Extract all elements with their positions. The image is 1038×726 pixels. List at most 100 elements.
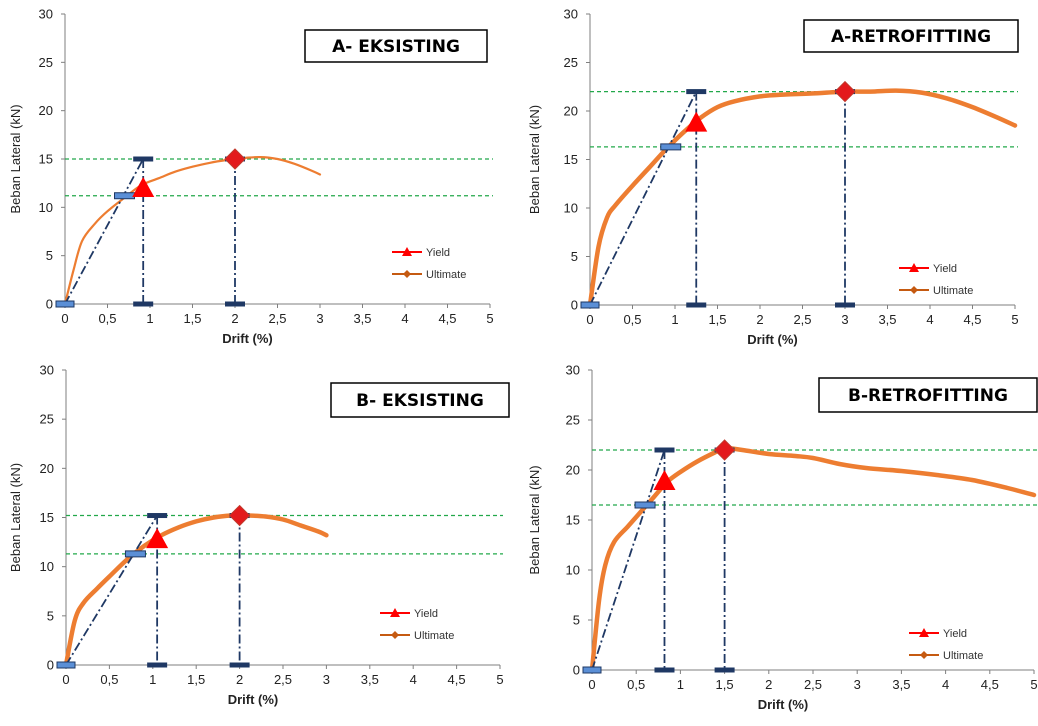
yield-point <box>653 470 676 490</box>
legend-ultimate-label: Ultimate <box>943 650 983 662</box>
x-tick-label: 5 <box>496 672 503 687</box>
chart-svg-b-retrofitting: 0 5 10 15 20 25 30 0 0,5 1 1,5 2 2,5 3 3,5 4 4,5 5 Drift (… <box>527 363 1038 712</box>
x-tick-label: 4 <box>410 672 417 687</box>
capacity-curve <box>587 88 1018 308</box>
chart-svg-b-eksisting: 0 5 10 15 20 25 30 0 0,5 1 1,5 2 2,5 3 3,5 4 4,5 5 Drift (… <box>8 363 510 707</box>
marker-cap-bottom <box>147 662 168 668</box>
x-tick-label: 5 <box>486 311 493 326</box>
y-tick-label: 25 <box>40 412 54 427</box>
legend-yield-marker <box>919 628 929 637</box>
x-tick-label: 2,5 <box>268 311 286 326</box>
chart-panel-a-retrofitting: 0 5 10 15 20 25 30 0 0,5 1 1,5 2 2,5 3 3,5 4 4,5 5 Drift (… <box>519 0 1038 363</box>
y-axis-title: Beban Lateral (kN) <box>8 463 23 572</box>
x-tick-label: 3,5 <box>892 677 910 692</box>
yield-point <box>146 528 169 549</box>
marker-cap-bottom <box>686 302 707 308</box>
panel-title-box <box>304 29 488 63</box>
chart-panel-a-eksisting: 0 5 10 15 20 25 30 0 0,5 1 1,5 2 2,5 3 3,5 4 4,5 5 Drift (… <box>0 0 519 363</box>
y-tick-label: 25 <box>564 55 578 70</box>
y-tick-label: 5 <box>571 249 578 264</box>
y-tick-label: 0 <box>46 297 53 312</box>
y-tick-label: 5 <box>573 613 580 628</box>
legend-yield-label: Yield <box>426 247 450 259</box>
x-tick-label: 5 <box>1030 677 1037 692</box>
chart-panel-b-retrofitting: 0 5 10 15 20 25 30 0 0,5 1 1,5 2 2,5 3 3,5 4 4,5 5 Drift (… <box>519 363 1038 726</box>
x-tick-label: 1 <box>149 672 156 687</box>
origin-mark <box>582 666 602 674</box>
y-tick-label: 30 <box>39 7 53 22</box>
x-tick-label: 1,5 <box>716 677 734 692</box>
x-axis-title: Drift (%) <box>222 331 273 346</box>
x-tick-label: 2,5 <box>804 677 822 692</box>
x-tick-label: 1 <box>671 312 678 327</box>
ultimate-point <box>228 504 251 527</box>
y-tick-label: 10 <box>40 559 54 574</box>
panel-title: A-RETROFITTING <box>831 27 991 47</box>
marker-cap-bottom <box>229 662 250 668</box>
x-tick-label: 4,5 <box>963 312 981 327</box>
x-tick-label: 4 <box>942 677 949 692</box>
x-tick-label: 4,5 <box>448 672 466 687</box>
panel-title: B-RETROFITTING <box>848 386 1008 406</box>
ultimate-point <box>834 80 856 103</box>
marker-cap-top <box>133 156 154 162</box>
marker-cap-top <box>147 513 168 519</box>
y-tick-label: 0 <box>47 658 54 673</box>
legend-yield-marker <box>909 263 919 272</box>
legend-ultimate-marker <box>391 631 399 639</box>
legend-yield-marker <box>402 247 412 256</box>
legend-yield-label: Yield <box>414 608 438 620</box>
x-tick-label: 2,5 <box>274 672 292 687</box>
legend-ultimate-marker <box>910 286 918 294</box>
marker-cap-bottom <box>225 301 245 307</box>
y-tick-label: 30 <box>40 363 54 378</box>
origin-mark <box>580 301 600 309</box>
x-tick-label: 2 <box>236 672 243 687</box>
x-axis-title: Drift (%) <box>228 692 279 707</box>
chart-svg-a-retrofitting: 0 5 10 15 20 25 30 0 0,5 1 1,5 2 2,5 3 3,5 4 4,5 5 Drift (… <box>527 7 1019 347</box>
y-tick-label: 20 <box>40 461 54 476</box>
idealization-line <box>589 91 698 306</box>
y-axis-title: Beban Lateral (kN) <box>8 104 23 213</box>
origin-mark <box>56 661 76 669</box>
marker-cap-bottom <box>133 301 154 307</box>
yield-idealization-mark <box>114 192 135 200</box>
chart-svg-a-eksisting: 0 5 10 15 20 25 30 0 0,5 1 1,5 2 2,5 3 3,5 4 4,5 5 Drift (… <box>8 7 494 347</box>
y-tick-label: 15 <box>566 513 580 528</box>
y-tick-label: 5 <box>47 608 54 623</box>
legend-yield-label: Yield <box>943 628 967 640</box>
y-axis-title: Beban Lateral (kN) <box>527 105 542 214</box>
legend-yield-label: Yield <box>933 263 957 275</box>
marker-cap-bottom <box>714 667 735 673</box>
y-tick-label: 20 <box>39 103 53 118</box>
panel-title-box <box>803 19 1019 53</box>
y-axis-title: Beban Lateral (kN) <box>527 465 542 574</box>
marker-cap-top <box>686 89 707 95</box>
x-tick-label: 3,5 <box>361 672 379 687</box>
y-tick-label: 20 <box>564 104 578 119</box>
y-tick-label: 25 <box>39 55 53 70</box>
yield-idealization-mark <box>634 501 656 509</box>
x-tick-label: 1 <box>146 311 153 326</box>
idealization-line <box>591 449 666 671</box>
x-axis-title: Drift (%) <box>747 332 798 347</box>
x-tick-label: 2 <box>756 312 763 327</box>
legend-ultimate-label: Ultimate <box>414 630 454 642</box>
idealization-line <box>64 158 144 305</box>
panel-title: A- EKSISTING <box>332 37 460 57</box>
origin-mark <box>55 300 75 308</box>
x-tick-label: 3 <box>316 311 323 326</box>
y-tick-label: 15 <box>40 510 54 525</box>
x-tick-label: 0 <box>61 311 68 326</box>
x-tick-label: 3,5 <box>353 311 371 326</box>
x-tick-label: 1 <box>677 677 684 692</box>
y-tick-label: 15 <box>564 152 578 167</box>
x-tick-label: 2 <box>231 311 238 326</box>
x-tick-label: 5 <box>1011 312 1018 327</box>
x-tick-label: 0 <box>62 672 69 687</box>
x-tick-label: 0,5 <box>627 677 645 692</box>
legend-ultimate-label: Ultimate <box>933 285 973 297</box>
y-tick-label: 10 <box>564 201 578 216</box>
legend-ultimate-marker <box>403 270 411 278</box>
